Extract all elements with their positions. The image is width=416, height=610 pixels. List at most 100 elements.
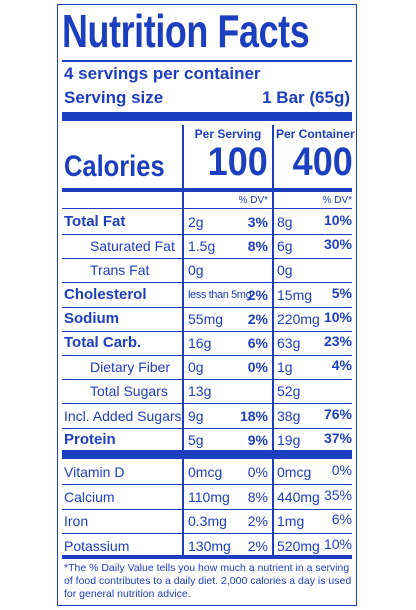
container-amount: 520mg — [277, 537, 320, 554]
title: Nutrition Facts — [62, 5, 310, 57]
thick-rule — [62, 112, 352, 121]
calories-per-serving: 100 — [207, 140, 268, 184]
serving-amount: 13g — [188, 383, 212, 400]
rule — [62, 379, 352, 381]
serving-dv: 2% — [247, 286, 268, 303]
rule — [62, 60, 352, 62]
container-amount: 52g — [277, 383, 301, 400]
nutrient-name: Incl. Added Sugars — [64, 407, 182, 424]
container-amount: 19g — [277, 431, 301, 448]
nutrient-name: Total Carb. — [64, 334, 142, 351]
serving-dv: 8% — [247, 238, 268, 255]
rule — [62, 208, 352, 209]
container-dv: 6% — [331, 511, 352, 527]
serving-amount: 9g — [188, 407, 204, 424]
nutrient-name: Iron — [64, 513, 89, 529]
serving-amount: 0mcg — [188, 464, 223, 480]
rule — [62, 234, 352, 235]
serving-size-label: Serving size — [64, 88, 164, 107]
rule — [62, 484, 352, 485]
container-amount: 8g — [277, 214, 293, 230]
serving-amount: 2g — [188, 214, 204, 230]
container-amount: 0mcg — [277, 464, 312, 480]
container-amount: 1mg — [277, 513, 305, 529]
rule — [62, 403, 352, 405]
container-amount: 63g — [277, 335, 301, 351]
serving-amount: 130mg — [188, 537, 231, 554]
rule — [62, 306, 352, 308]
rule — [62, 533, 352, 534]
calories-per-container: 400 — [292, 140, 353, 184]
container-dv: 76% — [323, 405, 352, 422]
container-dv: 23% — [323, 333, 352, 349]
column-divider — [182, 125, 184, 555]
container-dv: 37% — [323, 429, 352, 446]
nutrient-name: Dietary Fiber — [90, 359, 171, 376]
rule — [62, 258, 352, 260]
serving-dv: 2% — [247, 310, 268, 327]
serving-amount: 5g — [188, 431, 204, 448]
serving-amount: 110mg — [188, 488, 230, 505]
dv-header: % DV* — [322, 195, 352, 206]
container-dv: 4% — [331, 357, 352, 374]
serving-size-value: 1 Bar (65g) — [262, 88, 350, 107]
container-amount: 440mg — [277, 488, 320, 505]
nutrient-name: Trans Fat — [90, 262, 150, 279]
serving-amount: 0g — [188, 262, 204, 279]
column-header: Per Container — [276, 127, 355, 141]
nutrient-name: Total Fat — [64, 213, 126, 230]
serving-dv: 2% — [247, 537, 268, 554]
thick-rule — [62, 450, 352, 459]
serving-dv: 0% — [247, 359, 268, 376]
nutrient-name: Cholesterol — [64, 285, 147, 303]
container-dv: 10% — [323, 535, 352, 552]
nutrient-name: Sodium — [64, 309, 119, 327]
servings: 4 servings per container — [64, 64, 261, 83]
dv-header: % DV* — [238, 195, 268, 206]
nutrient-name: Potassium — [64, 537, 130, 554]
serving-amount: 16g — [188, 335, 212, 351]
container-dv: 5% — [331, 284, 352, 301]
serving-dv: 8% — [247, 488, 268, 505]
nutrient-name: Vitamin D — [64, 464, 125, 480]
container-amount: 0g — [277, 262, 293, 279]
container-dv: 0% — [331, 462, 352, 478]
rule — [62, 427, 352, 429]
serving-dv: 9% — [247, 431, 268, 448]
serving-amount: 55mg — [188, 310, 224, 327]
nutrition-label — [57, 4, 357, 606]
container-dv: 10% — [323, 308, 352, 325]
serving-amount: 0g — [188, 359, 204, 376]
serving-dv: 2% — [247, 513, 268, 529]
serving-amount: 0.3mg — [188, 513, 227, 529]
nutrient-name: Protein — [64, 430, 116, 448]
column-divider — [272, 125, 274, 555]
nutrient-name: Calcium — [64, 488, 115, 505]
rule — [62, 508, 352, 510]
serving-dv: 0% — [247, 464, 268, 480]
footnote: *The % Daily Value tells you how much a … — [64, 562, 352, 600]
rule — [62, 555, 352, 559]
container-dv: 10% — [323, 212, 352, 228]
rule — [62, 330, 352, 332]
calories-label: Calories — [64, 150, 165, 183]
container-amount: 15mg — [277, 286, 313, 303]
container-amount: 1g — [277, 359, 293, 376]
serving-amount: 1.5g — [188, 238, 216, 255]
serving-amount: less than 5mg — [188, 288, 252, 301]
container-amount: 6g — [277, 238, 293, 255]
rule — [62, 188, 352, 192]
column-header: Per Serving — [194, 127, 262, 141]
container-amount: 38g — [277, 407, 301, 424]
container-amount: 220mg — [277, 310, 320, 327]
serving-dv: 6% — [247, 335, 268, 351]
container-dv: 35% — [323, 486, 352, 503]
container-dv: 30% — [323, 236, 352, 253]
serving-dv: 3% — [247, 214, 268, 230]
rule — [62, 355, 352, 356]
serving-dv: 18% — [239, 407, 268, 424]
rule — [62, 282, 352, 284]
nutrient-name: Saturated Fat — [90, 238, 175, 255]
nutrient-name: Total Sugars — [90, 383, 168, 400]
